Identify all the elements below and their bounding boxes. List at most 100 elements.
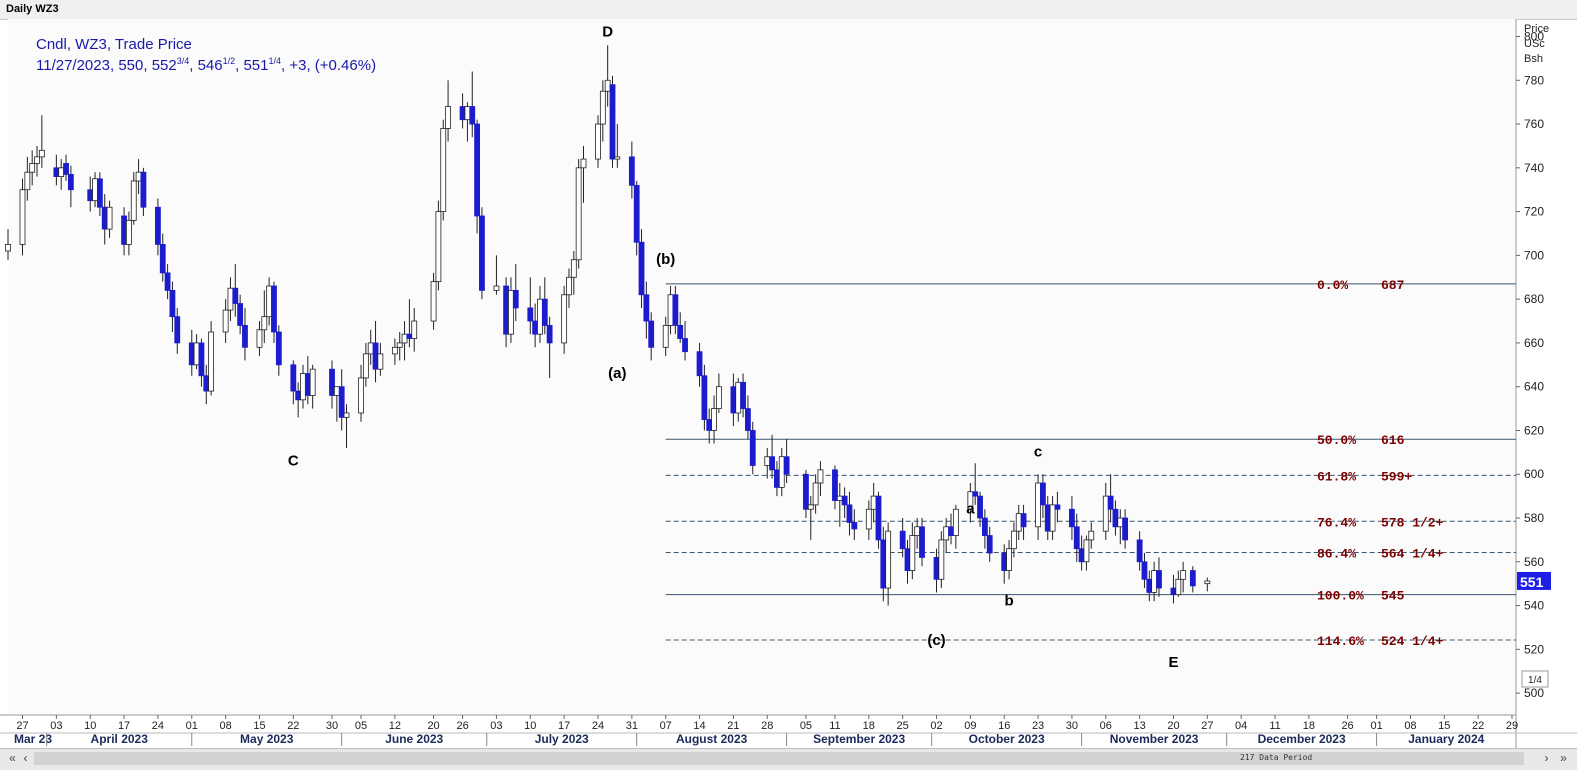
scroll-right-icon[interactable]: › [1544, 751, 1549, 765]
candle-down [1020, 513, 1027, 528]
month-label: January 2024 [1408, 732, 1484, 746]
candle-up [208, 331, 215, 392]
date-tick-label: 24 [592, 720, 604, 732]
date-tick-label: 02 [930, 720, 942, 732]
candle-up [909, 535, 916, 571]
candle-down [745, 408, 751, 431]
fib-level-price: 564 1/4+ [1381, 546, 1444, 561]
candle-down [304, 373, 311, 396]
scroll-last-icon[interactable]: » [1560, 751, 1567, 765]
price-axis-header: USc [1524, 38, 1545, 50]
candle-up [227, 287, 234, 311]
candle-up [256, 329, 263, 348]
candle-down [899, 530, 906, 550]
candle-up [807, 504, 814, 510]
candle-up [938, 539, 945, 580]
fib-level-percent: 114.6% [1317, 634, 1364, 649]
candle-up [358, 377, 364, 414]
price-tick-label: 640 [1524, 380, 1544, 394]
candle-down [53, 167, 60, 177]
candle-down [96, 178, 103, 208]
scroll-left-icon[interactable]: ‹ [23, 751, 28, 765]
fib-level-percent: 86.4% [1317, 546, 1356, 561]
candle-down [155, 206, 161, 245]
candle-up [411, 320, 418, 339]
wave-label: b [1004, 593, 1013, 610]
date-tick-label: 17 [118, 720, 130, 732]
candle-up [836, 495, 843, 501]
price-chart[interactable]: Price USc Bsh 500 520 540 560 580 600 620 640 660 68… [0, 19, 1577, 748]
last-price-label: 551 [1520, 574, 1544, 590]
candle-down [948, 526, 954, 536]
fib-level-price: 578 1/2+ [1381, 515, 1444, 530]
candle-down [479, 215, 485, 291]
candle-down [329, 368, 335, 396]
candle-up [435, 211, 442, 283]
candle-down [977, 495, 983, 519]
fib-level-percent: 0.0% [1317, 278, 1348, 293]
candle-up [812, 482, 819, 506]
date-tick-label: 24 [152, 720, 164, 732]
wave-label: (b) [656, 251, 675, 268]
candle-down [643, 294, 650, 322]
fib-level-price: 545 [1381, 589, 1405, 604]
candle-up [614, 156, 621, 160]
candle-up [440, 128, 447, 213]
candle-up [561, 294, 568, 344]
candle-up [135, 171, 142, 182]
candle-down [87, 189, 94, 202]
date-tick-label: 07 [660, 720, 672, 732]
candle-up [19, 189, 26, 245]
candle-down [769, 456, 775, 471]
date-tick-label: 11 [829, 720, 840, 732]
candle-up [130, 180, 137, 221]
scrollbar-thumb[interactable] [34, 752, 1524, 765]
date-tick-label: 15 [1438, 720, 1450, 732]
candle-up [599, 90, 606, 125]
candle-down [672, 294, 679, 326]
candle-down [338, 386, 345, 418]
fib-level-percent: 50.0% [1317, 433, 1356, 448]
horizontal-scrollbar[interactable]: « ‹ 217 Data Period › » [0, 748, 1577, 770]
date-tick-label: 11 [1269, 720, 1280, 732]
candle-down [169, 289, 176, 318]
info-open: 550 [118, 57, 144, 74]
candle-up [193, 342, 200, 366]
candle-down [63, 163, 69, 175]
candle-up [537, 298, 543, 335]
candle-down [1078, 548, 1085, 563]
date-tick-label: 27 [1201, 720, 1213, 732]
candle-down [803, 473, 809, 510]
price-tick-label: 800 [1524, 30, 1544, 44]
price-tick-label: 500 [1524, 686, 1544, 700]
candle-down [638, 241, 645, 296]
candle-up [362, 353, 369, 379]
price-axis-header: Price [1524, 23, 1549, 35]
candle-down [633, 184, 640, 243]
date-tick-label: 21 [727, 720, 739, 732]
date-tick-label: 20 [427, 720, 439, 732]
candle-up [967, 491, 974, 510]
month-label: June 2023 [385, 732, 443, 746]
candle-down [1156, 570, 1162, 589]
date-tick-label: 15 [253, 720, 265, 732]
candle-down [1073, 526, 1080, 550]
candle-up [1083, 539, 1090, 563]
date-tick-label: 18 [863, 720, 875, 732]
candle-down [846, 504, 853, 523]
price-tick-label: 520 [1524, 642, 1544, 656]
candle-down [459, 106, 466, 121]
candle-up [1006, 548, 1012, 571]
date-tick-label: 05 [800, 720, 812, 732]
fib-level-price: 616 [1381, 433, 1405, 448]
candle-down [1054, 504, 1061, 510]
candle-up [570, 259, 577, 278]
candle-down [1112, 508, 1119, 528]
info-low: 546 [197, 57, 223, 74]
candle-down [203, 375, 210, 392]
scroll-first-icon[interactable]: « [9, 751, 16, 765]
date-tick-label: 03 [490, 720, 502, 732]
info-close: 551 [243, 57, 269, 74]
candle-down [880, 539, 887, 589]
date-tick-label: 29 [1506, 720, 1518, 732]
